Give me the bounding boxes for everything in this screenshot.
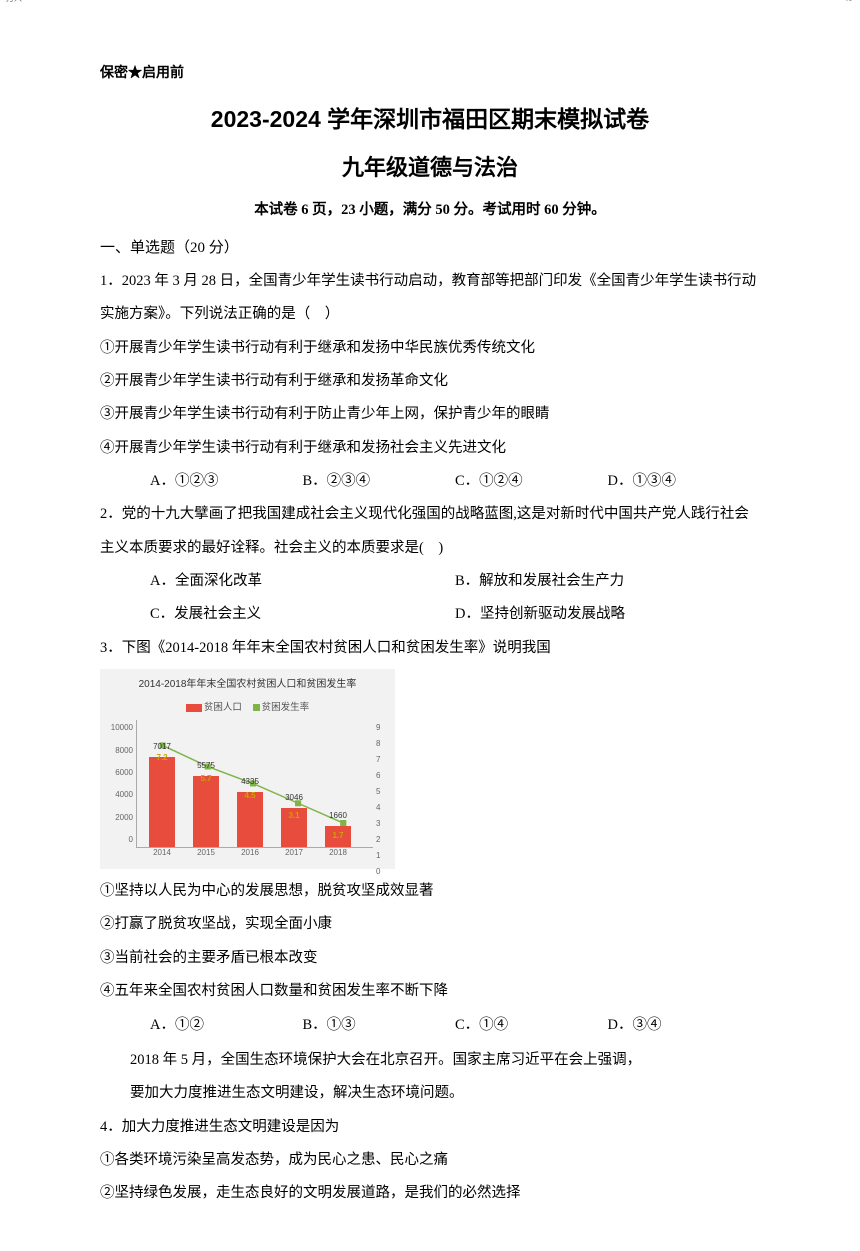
q2-optB: B．解放和发展社会生产力 [455,565,760,598]
y-right-label: % [845,0,852,7]
legend-pop-icon [186,704,202,712]
q2-stem: 2．党的十九大擘画了把我国建成社会主义现代化强国的战略蓝图,这是对新时代中国共产… [100,498,760,565]
q3-optA: A．①② [150,1009,303,1042]
q3-options: A．①② B．①③ C．①④ D．③④ [100,1009,760,1042]
context-line1: 2018 年 5 月，全国生态环境保护大会在北京召开。国家主席习近平在会上强调， [130,1052,641,1068]
q3-optC: C．①④ [455,1009,608,1042]
q1-options: A．①②③ B．②③④ C．①②④ D．①③④ [100,465,760,498]
q3-optD: D．③④ [608,1009,761,1042]
q3-stem: 3．下图《2014-2018 年年末全国农村贫困人口和贫困发生率》说明我国 [100,632,760,665]
legend-rate-label: 贫困发生率 [262,702,310,713]
q1-optA: A．①②③ [150,465,303,498]
plot-area: 70177.2201455755.7201543354.5201630463.1… [136,720,373,848]
main-title: 2023-2024 学年深圳市福田区期末模拟试卷 [100,96,760,142]
legend-rate-icon [253,704,260,711]
context-block: 2018 年 5 月，全国生态环境保护大会在北京召开。国家主席习近平在会上强调，… [100,1044,760,1111]
q1-optD: D．①③④ [608,465,761,498]
y-axis-left: 1000080006000400020000 [108,720,136,848]
q2-options: A．全面深化改革 B．解放和发展社会生产力 C．发展社会主义 D．坚持创新驱动发… [100,565,760,632]
q2-optA: A．全面深化改革 [150,565,455,598]
chart-area: 1000080006000400020000 70177.2201455755.… [108,720,387,865]
q1-stem: 1．2023 年 3 月 28 日，全国青少年学生读书行动启动，教育部等把部门印… [100,265,760,332]
q1-optB: B．②③④ [303,465,456,498]
q1-s1: ①开展青少年学生读书行动有利于继承和发扬中华民族优秀传统文化 [100,332,760,365]
q3-s1: ①坚持以人民为中心的发展思想，脱贫攻坚成效显著 [100,875,760,908]
q1-optC: C．①②④ [455,465,608,498]
chart-container: 万人 % 2014-2018年年末全国农村贫困人口和贫困发生率 贫困人口 贫困发… [100,669,395,869]
q3-s3: ③当前社会的主要矛盾已根本改变 [100,942,760,975]
confidential-label: 保密★启用前 [100,60,760,88]
q3-s2: ②打赢了脱贫攻坚战，实现全面小康 [100,908,760,941]
chart-legend: 贫困人口 贫困发生率 [108,698,387,717]
q2-optD: D．坚持创新驱动发展战略 [455,598,760,631]
q1-s2: ②开展青少年学生读书行动有利于继承和发扬革命文化 [100,365,760,398]
q4-stem: 4．加大力度推进生态文明建设是因为 [100,1111,760,1144]
q4-s1: ①各类环境污染呈高发态势，成为民心之患、民心之痛 [100,1144,760,1177]
exam-info: 本试卷 6 页，23 小题，满分 50 分。考试用时 60 分钟。 [100,196,760,225]
q4-s2: ②坚持绿色发展，走生态良好的文明发展道路，是我们的必然选择 [100,1177,760,1210]
q3-optB: B．①③ [303,1009,456,1042]
legend-pop-label: 贫困人口 [204,702,242,713]
q2-optC: C．发展社会主义 [150,598,455,631]
context-line2: 要加大力度推进生态文明建设，解决生态环境问题。 [130,1085,464,1101]
chart-title: 2014-2018年年末全国农村贫困人口和贫困发生率 [108,675,387,695]
q1-s3: ③开展青少年学生读书行动有利于防止青少年上网，保护青少年的眼睛 [100,398,760,431]
q1-s4: ④开展青少年学生读书行动有利于继承和发扬社会主义先进文化 [100,432,760,465]
q3-s4: ④五年来全国农村贫困人口数量和贫困发生率不断下降 [100,975,760,1008]
section-header: 一、单选题（20 分） [100,233,760,263]
y-axis-right: 9876543210 [373,720,387,848]
y-left-label: 万人 [6,0,22,7]
sub-title: 九年级道德与法治 [100,146,760,190]
